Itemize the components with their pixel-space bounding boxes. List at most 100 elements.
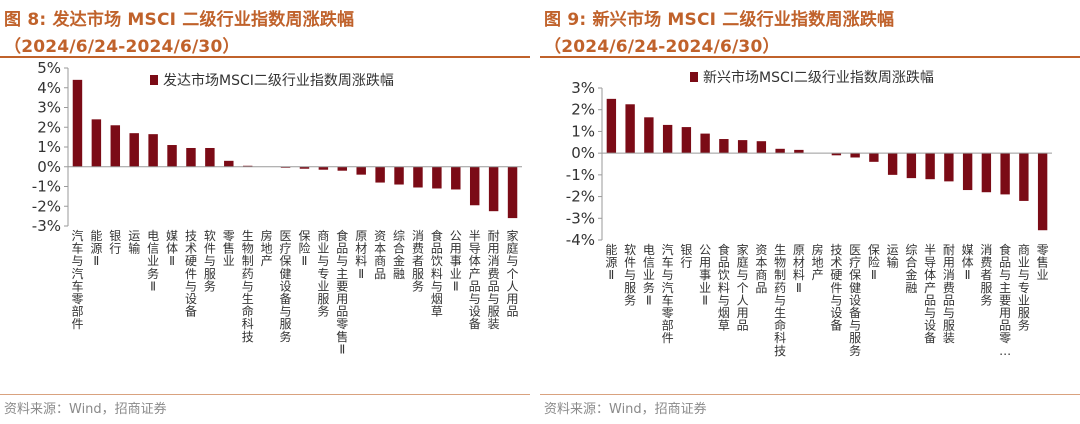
category-label: 软件与服务: [204, 229, 216, 293]
category-label: 资本商品: [374, 229, 386, 281]
category-label: 食品与主要用品零售 Ⅱ: [336, 228, 348, 356]
category-label: 公用事业 Ⅱ: [699, 243, 711, 307]
category-label: 媒体 Ⅱ: [962, 243, 974, 282]
category-label: 医疗保健设备与服务: [849, 243, 861, 358]
category-label: 零售业: [223, 229, 235, 268]
category-label: 半导体产品与设备: [469, 229, 481, 331]
bar: [662, 124, 673, 154]
bar: [507, 166, 518, 219]
bar: [110, 125, 121, 167]
y-tick-label: -3%: [32, 217, 61, 235]
bar-chart-developed: 发达市场MSCI二级行业指数周涨跌幅 5% 4% 3%2% 1% 0% -1%-2% -3% 汽…: [32, 59, 522, 356]
bar: [356, 166, 366, 175]
category-label: 公用事业 Ⅱ: [450, 229, 462, 293]
footer-rule: [540, 394, 1080, 395]
bar: [831, 153, 842, 156]
bar: [413, 166, 423, 188]
bar: [148, 134, 158, 167]
y-tick-label: 0%: [37, 158, 61, 176]
category-label: 商业与专业服务: [317, 228, 329, 319]
category-label: 运输: [887, 243, 899, 270]
legend-label: 新兴市场MSCI二级行业指数周涨跌幅: [703, 69, 934, 86]
category-label: 银行: [680, 243, 692, 270]
category-label: 家庭与个人用品: [507, 228, 519, 319]
category-label: 耐用消费品与服装: [943, 243, 955, 345]
bar: [887, 153, 898, 175]
y-tick-label: 1%: [37, 138, 61, 156]
category-label: 电信业务 Ⅱ: [147, 229, 159, 293]
category-label: 生物制药与生命科技: [774, 243, 786, 358]
bar: [1019, 153, 1029, 201]
y-tick-label: -4%: [566, 231, 595, 249]
chart-title: 图 8: 发达市场 MSCI 二级行业指数周涨跌幅: [4, 10, 355, 30]
y-tick-label: -2%: [566, 188, 595, 206]
bar: [299, 166, 310, 169]
bar: [756, 141, 767, 154]
category-label: 保险 Ⅱ: [298, 229, 310, 268]
category-label: 耐用消费品与服装: [488, 229, 500, 331]
category-label: 房地产: [261, 228, 273, 268]
legend-swatch: [690, 72, 698, 82]
chart-panel-developed: 图 8: 发达市场 MSCI 二级行业指数周涨跌幅 （2024/6/24-202…: [0, 0, 530, 424]
category-label: 综合金融: [905, 243, 917, 295]
y-tick-label: 4%: [37, 79, 61, 97]
bar: [337, 166, 348, 171]
bar: [925, 153, 935, 180]
category-label: 电信业务 Ⅱ: [643, 243, 655, 307]
footer-rule: [0, 394, 530, 395]
y-tick-label: -3%: [566, 209, 595, 227]
bar: [488, 166, 499, 212]
y-tick-label: 0%: [571, 144, 595, 162]
source-note: 资料来源：Wind，招商证券: [544, 402, 707, 417]
bar: [869, 153, 879, 162]
category-label: 资本商品: [755, 243, 767, 295]
bar: [72, 79, 83, 167]
category-label: 家庭与个人用品: [737, 242, 749, 333]
bar: [981, 153, 992, 193]
category-label: 媒体 Ⅱ: [166, 229, 178, 268]
bar: [205, 147, 215, 167]
y-tick-label: 2%: [571, 101, 595, 119]
category-label: 半导体产品与设备: [924, 243, 936, 345]
category-label: 食品饮料与烟草: [718, 242, 730, 333]
bar: [167, 145, 177, 167]
category-label: 能源 Ⅱ: [605, 243, 617, 282]
category-label: 银行: [109, 229, 121, 256]
chart-subtitle: （2024/6/24-2024/6/30）: [4, 37, 240, 57]
category-label: 消费者服务: [412, 229, 424, 293]
category-label: 汽车与汽车零部件: [662, 242, 674, 345]
bar: [186, 147, 196, 167]
category-label: 食品饮料与烟草: [431, 228, 443, 319]
y-tick-label: 1%: [571, 122, 595, 140]
category-label: 零售业: [1037, 243, 1049, 282]
bar: [850, 153, 860, 158]
bar: [700, 133, 710, 154]
bar: [775, 148, 785, 154]
y-tick-label: 5%: [37, 59, 61, 77]
legend-label: 发达市场MSCI二级行业指数周涨跌幅: [163, 72, 394, 89]
y-tick-label: 2%: [37, 118, 61, 136]
category-label: 房地产: [812, 242, 824, 282]
category-label: 商业与专业服务: [1018, 242, 1030, 333]
bar: [1000, 153, 1010, 195]
source-note: 资料来源：Wind，招商证券: [4, 402, 167, 417]
category-label: 食品与主要用品零…: [999, 242, 1011, 358]
bar: [962, 153, 973, 191]
category-label: 消费者服务: [980, 243, 992, 307]
bar: [606, 98, 617, 154]
title-rule: [540, 56, 1080, 58]
legend-swatch: [150, 75, 158, 85]
y-tick-label: 3%: [37, 99, 61, 117]
category-label: 生物制药与生命科技: [242, 229, 254, 344]
category-label: 医疗保健设备与服务: [280, 229, 292, 344]
bar: [681, 127, 692, 154]
category-label: 技术硬件与设备: [830, 243, 842, 333]
bar: [318, 166, 329, 170]
chart-panel-emerging: 图 9: 新兴市场 MSCI 二级行业指数周涨跌幅 （2024/6/24-202…: [540, 0, 1080, 424]
bar: [469, 166, 480, 206]
category-label: 保险 Ⅱ: [868, 243, 880, 282]
bar: [1037, 153, 1048, 231]
category-label: 汽车与汽车零部件: [71, 228, 83, 331]
bar: [224, 160, 234, 167]
title-rule: [0, 56, 530, 58]
